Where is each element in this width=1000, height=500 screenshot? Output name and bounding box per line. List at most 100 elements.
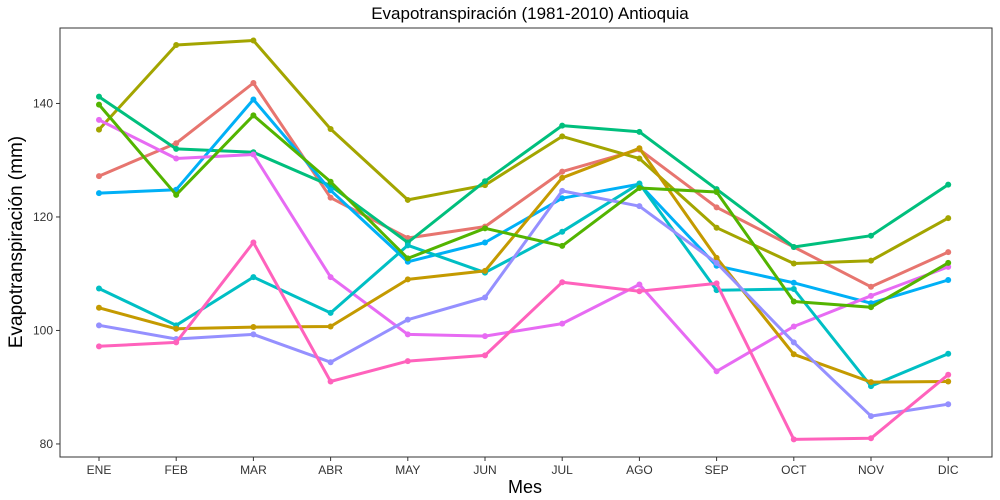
data-point	[173, 155, 180, 162]
data-point	[559, 279, 566, 286]
data-point	[868, 435, 874, 442]
data-point	[250, 37, 257, 44]
data-point	[327, 274, 334, 281]
data-point	[636, 180, 643, 187]
data-point	[868, 413, 874, 420]
x-axis: ENE FEB MAR ABR MAY JUN JUL AGO SEP OCT NOV DIC	[87, 457, 959, 477]
series-4	[96, 96, 952, 307]
data-point	[713, 280, 720, 287]
data-point	[559, 187, 566, 194]
data-point	[868, 283, 874, 290]
data-point	[945, 276, 952, 283]
data-point	[404, 276, 411, 283]
x-axis-title: Mes	[508, 477, 542, 497]
data-point	[559, 122, 566, 129]
x-tick-label: NOV	[858, 463, 884, 477]
data-point	[250, 96, 257, 103]
data-point	[636, 288, 643, 295]
series-line	[97, 241, 950, 441]
data-point	[327, 323, 334, 330]
plot-panel	[59, 27, 993, 458]
data-point	[790, 279, 797, 286]
x-tick-label: SEP	[705, 463, 729, 477]
data-point	[868, 257, 874, 264]
data-point	[559, 174, 566, 181]
series-7	[96, 145, 952, 386]
data-point	[713, 254, 720, 261]
y-tick-label: 100	[33, 323, 53, 337]
series-line	[97, 98, 950, 305]
data-point	[945, 249, 952, 256]
series-10	[96, 101, 952, 311]
data-point	[96, 93, 102, 100]
series-line	[97, 146, 950, 384]
y-axis: 80 100 120 140	[33, 96, 60, 451]
data-point	[404, 358, 411, 365]
data-point	[250, 112, 257, 119]
data-point	[250, 324, 257, 331]
series-2	[96, 37, 952, 267]
data-point	[250, 151, 257, 158]
series-lines	[96, 37, 952, 443]
data-point	[636, 145, 643, 152]
data-point	[945, 401, 952, 408]
x-tick-label: ABR	[318, 463, 343, 477]
x-tick-label: OCT	[781, 463, 807, 477]
data-point	[713, 204, 720, 211]
data-point	[945, 350, 952, 357]
data-point	[713, 259, 720, 266]
series-line	[97, 39, 950, 265]
data-point	[173, 140, 180, 147]
data-point	[250, 239, 257, 246]
data-point	[713, 224, 720, 231]
series-5	[96, 116, 952, 375]
data-point	[559, 228, 566, 235]
data-point	[173, 339, 180, 346]
data-point	[327, 309, 334, 316]
chart-title: Evapotranspiración (1981-2010) Antioquia	[371, 4, 689, 23]
data-point	[790, 323, 797, 330]
data-point	[636, 203, 643, 210]
x-tick-label: AGO	[626, 463, 653, 477]
data-point	[327, 359, 334, 366]
data-point	[559, 195, 566, 202]
data-point	[868, 304, 874, 311]
data-point	[96, 116, 102, 123]
data-point	[868, 379, 874, 386]
data-point	[250, 274, 257, 281]
data-point	[482, 178, 488, 185]
data-point	[559, 168, 566, 175]
data-point	[945, 181, 952, 188]
data-point	[868, 232, 874, 239]
data-point	[173, 325, 180, 332]
data-point	[482, 267, 488, 274]
data-point	[945, 215, 952, 222]
y-tick-label: 80	[40, 437, 54, 451]
data-point	[96, 190, 102, 197]
data-point	[173, 145, 180, 152]
data-point	[482, 225, 488, 232]
data-point	[868, 292, 874, 299]
data-point	[327, 187, 334, 194]
x-tick-label: DIC	[938, 463, 959, 477]
x-tick-label: FEB	[165, 463, 188, 477]
series-line	[97, 81, 950, 289]
data-point	[482, 239, 488, 246]
x-tick-label: MAY	[395, 463, 420, 477]
data-point	[482, 333, 488, 340]
data-point	[327, 194, 334, 201]
data-point	[945, 259, 952, 266]
data-point	[790, 436, 797, 443]
x-tick-label: JUN	[473, 463, 496, 477]
data-point	[636, 128, 643, 135]
y-tick-label: 140	[33, 96, 53, 110]
x-tick-label: ENE	[87, 463, 112, 477]
data-point	[250, 331, 257, 338]
data-point	[790, 260, 797, 267]
data-point	[790, 244, 797, 251]
data-point	[945, 371, 952, 378]
data-point	[790, 339, 797, 346]
data-point	[327, 378, 334, 385]
data-point	[790, 286, 797, 293]
